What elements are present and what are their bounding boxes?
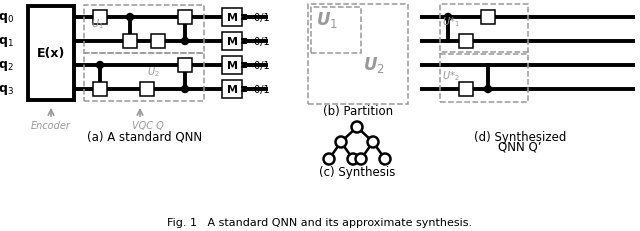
Bar: [459, 83, 473, 97]
Text: M: M: [227, 61, 237, 71]
Circle shape: [323, 154, 335, 165]
Bar: [459, 35, 473, 49]
Text: (c) Synthesis: (c) Synthesis: [319, 166, 395, 179]
Circle shape: [367, 137, 378, 148]
Text: U$_1$: U$_1$: [316, 10, 338, 30]
Bar: [222, 57, 242, 75]
Text: q$_1$: q$_1$: [0, 35, 14, 49]
Text: QNN Q’: QNN Q’: [499, 140, 541, 153]
Text: E(x): E(x): [37, 47, 65, 60]
Text: U*$_2$: U*$_2$: [442, 69, 460, 82]
Circle shape: [484, 86, 492, 93]
Bar: [84, 6, 204, 54]
Text: M: M: [227, 85, 237, 94]
Circle shape: [182, 38, 189, 45]
Circle shape: [335, 137, 346, 148]
Text: U*$_1$: U*$_1$: [442, 15, 460, 29]
Bar: [84, 54, 204, 102]
Text: =0/1: =0/1: [247, 13, 271, 23]
Text: U$_1$: U$_1$: [91, 17, 104, 31]
Text: (b) Partition: (b) Partition: [323, 105, 393, 118]
Bar: [178, 59, 192, 73]
Text: =0/1: =0/1: [247, 61, 271, 71]
Circle shape: [127, 14, 134, 21]
Text: =0/1: =0/1: [247, 85, 271, 94]
Bar: [93, 83, 107, 97]
Circle shape: [355, 154, 367, 165]
Circle shape: [348, 154, 358, 165]
Circle shape: [380, 154, 390, 165]
Text: U$_2$: U$_2$: [147, 65, 160, 79]
Text: VQC Q: VQC Q: [132, 121, 164, 131]
Bar: [440, 5, 528, 55]
Bar: [222, 9, 242, 27]
Bar: [222, 33, 242, 51]
Bar: [151, 35, 165, 49]
Bar: [308, 5, 408, 105]
Text: U$_2$: U$_2$: [363, 55, 385, 75]
Text: (d) Synthesized: (d) Synthesized: [474, 130, 566, 143]
Bar: [28, 7, 74, 100]
Bar: [222, 81, 242, 99]
Circle shape: [97, 62, 104, 69]
Text: M: M: [227, 13, 237, 23]
Circle shape: [445, 14, 451, 21]
Bar: [481, 11, 495, 25]
Bar: [140, 83, 154, 97]
Bar: [93, 11, 107, 25]
Circle shape: [182, 86, 189, 93]
Text: q$_0$: q$_0$: [0, 11, 14, 25]
Text: =0/1: =0/1: [247, 37, 271, 47]
Bar: [440, 53, 528, 103]
Text: (a) A standard QNN: (a) A standard QNN: [88, 130, 203, 143]
Bar: [178, 11, 192, 25]
Text: Encoder: Encoder: [31, 121, 71, 131]
Text: M: M: [227, 37, 237, 47]
Bar: [123, 35, 137, 49]
Bar: [311, 8, 361, 54]
Text: Fig. 1   A standard QNN and its approximate synthesis.: Fig. 1 A standard QNN and its approximat…: [168, 217, 472, 227]
Circle shape: [351, 122, 362, 133]
Text: q$_3$: q$_3$: [0, 83, 14, 97]
Text: q$_2$: q$_2$: [0, 59, 14, 73]
